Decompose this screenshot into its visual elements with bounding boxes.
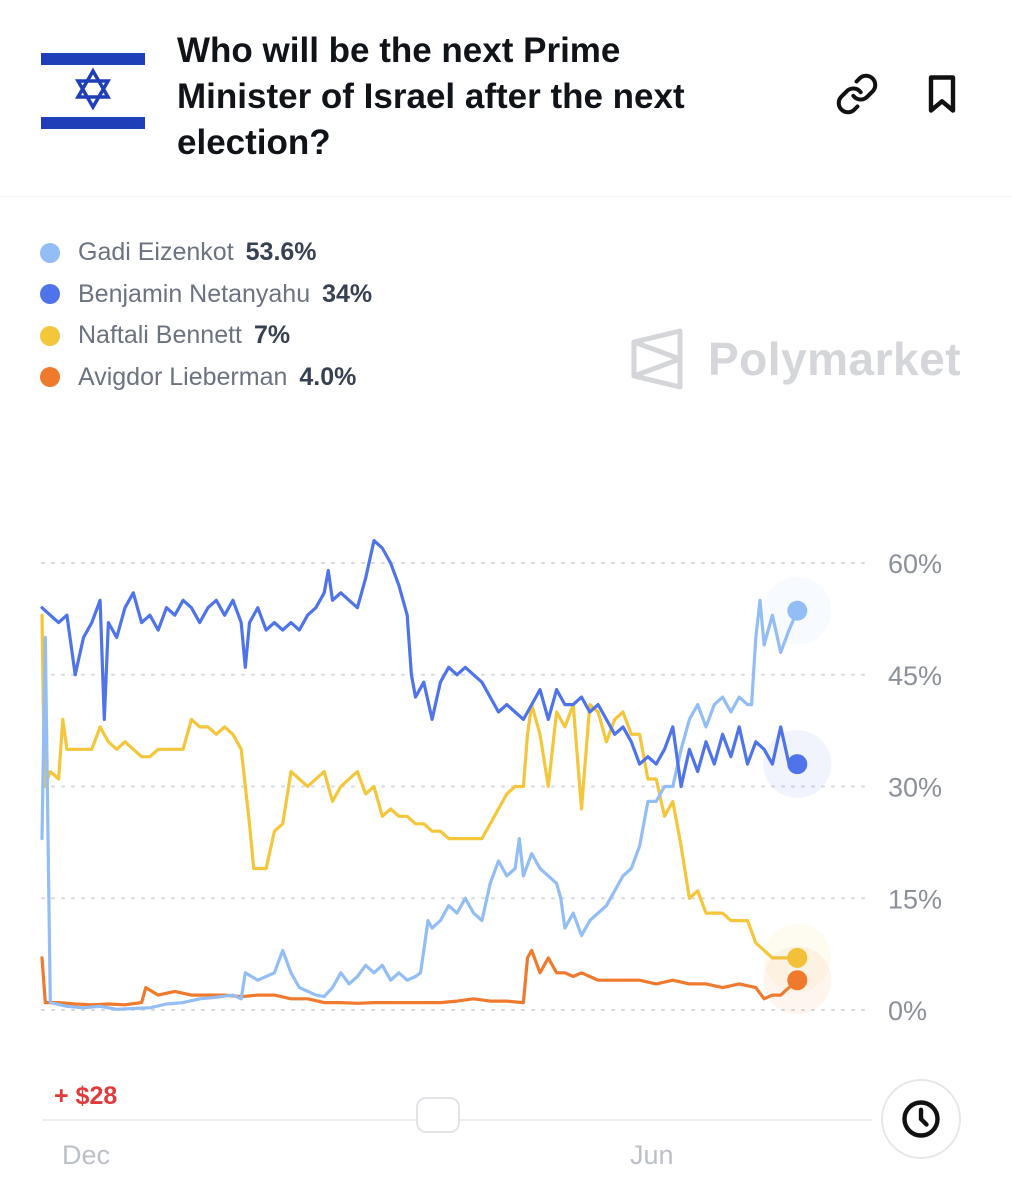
- price-history-chart[interactable]: 0% 15% 30% 45% 60%: [0, 520, 1012, 1040]
- legend-label: Avigdor Lieberman: [78, 362, 288, 391]
- legend-value: 7%: [254, 321, 291, 350]
- x-tick-label: Dec: [62, 1140, 111, 1170]
- legend-value: 4.0%: [299, 362, 357, 391]
- legend-value: 53.6%: [245, 238, 317, 267]
- watermark-text: Polymarket: [708, 333, 962, 385]
- legend-value: 34%: [322, 279, 373, 308]
- legend-dot: [40, 242, 60, 263]
- series-line: [40, 948, 799, 1007]
- legend-dot: [40, 367, 60, 388]
- series-line: [40, 598, 799, 1011]
- bookmark-icon: [928, 75, 956, 113]
- page-title: Who will be the next Prime Minister of I…: [177, 31, 685, 162]
- link-icon: [836, 73, 878, 115]
- time-range-button[interactable]: [881, 1079, 961, 1159]
- y-tick-label: 30%: [888, 773, 942, 803]
- legend-item: Benjamin Netanyahu 34%: [40, 274, 372, 316]
- legend-label: Naftali Bennett: [78, 321, 242, 350]
- legend-dot: [40, 284, 60, 305]
- legend-item: Gadi Eizenkot 53.6%: [40, 232, 372, 274]
- x-tick-label: Jun: [630, 1140, 674, 1170]
- israel-flag-icon: [41, 49, 145, 133]
- y-tick-label: 0%: [888, 996, 927, 1026]
- legend-label: Gadi Eizenkot: [78, 238, 234, 267]
- bookmark-button[interactable]: [918, 70, 966, 118]
- legend-dot: [40, 325, 60, 346]
- pnl-label: + $28: [54, 1082, 118, 1110]
- series-line: [40, 613, 799, 960]
- legend-item: Avigdor Lieberman 4.0%: [40, 357, 372, 399]
- y-tick-label: 60%: [888, 549, 942, 579]
- series-line: [40, 539, 799, 789]
- y-tick-label: 45%: [888, 661, 942, 691]
- series-endpoint: [787, 600, 808, 621]
- time-scrubber-handle[interactable]: [416, 1097, 460, 1133]
- header-divider: [0, 196, 1012, 197]
- chart-legend: Gadi Eizenkot 53.6% Benjamin Netanyahu 3…: [40, 232, 372, 398]
- clock-icon: [902, 1100, 940, 1138]
- series-endpoint: [787, 754, 808, 775]
- polymarket-logo-icon: [631, 328, 683, 390]
- series-endpoint: [787, 947, 808, 968]
- legend-label: Benjamin Netanyahu: [78, 279, 311, 308]
- y-tick-label: 15%: [888, 884, 942, 914]
- series-endpoint: [787, 970, 808, 991]
- copy-link-button[interactable]: [833, 70, 881, 118]
- polymarket-watermark: Polymarket: [630, 328, 961, 390]
- legend-item: Naftali Bennett 7%: [40, 315, 372, 357]
